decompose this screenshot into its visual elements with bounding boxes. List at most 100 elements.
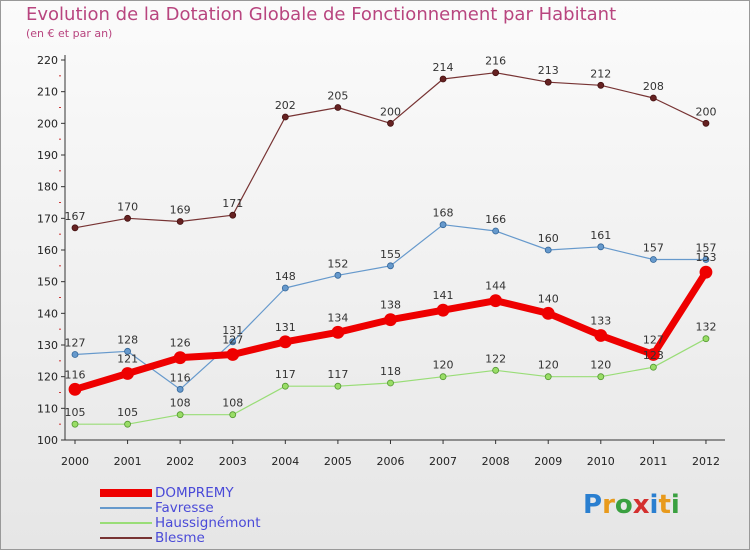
data-point: [702, 256, 710, 263]
data-point: [387, 262, 394, 270]
data-label: 171: [222, 197, 243, 210]
data-label: 134: [327, 311, 348, 324]
data-label: 155: [380, 248, 401, 261]
data-point: [492, 227, 500, 235]
data-label: 105: [117, 406, 138, 419]
data-label: 120: [590, 359, 611, 372]
x-tick-label: 2003: [219, 455, 247, 468]
data-point: [176, 385, 184, 393]
data-label: 214: [433, 61, 454, 74]
data-label: 118: [380, 365, 401, 378]
x-tick-label: 2008: [482, 455, 510, 468]
data-point: [334, 382, 342, 390]
data-point: [544, 78, 552, 86]
data-label: 166: [485, 213, 506, 226]
data-point: [597, 373, 605, 381]
data-point: [121, 367, 134, 380]
y-tick-label: 200: [37, 117, 58, 130]
data-point: [492, 69, 500, 77]
legend-swatch: [100, 488, 152, 497]
data-label: 131: [222, 324, 243, 337]
x-axis-ticks: 2000 2001 2002 2003 2004 2005 2006 2007 2008 2009…: [61, 440, 720, 468]
data-label: 120: [538, 359, 559, 372]
data-point: [334, 104, 342, 111]
data-point: [331, 325, 345, 339]
data-label: 205: [327, 90, 348, 103]
data-point: [544, 373, 552, 381]
proxiti-logo: Proxiti: [583, 490, 680, 520]
data-point: [439, 75, 447, 83]
data-point: [646, 348, 660, 361]
data-label: 153: [695, 251, 716, 264]
axes: [64, 55, 725, 441]
data-point: [173, 351, 187, 365]
data-label: 108: [222, 397, 243, 410]
data-point: [124, 214, 131, 222]
data-point: [124, 347, 131, 355]
legend-swatch: [100, 536, 152, 539]
y-tick-label: 170: [37, 212, 58, 225]
y-tick-label: 130: [37, 339, 58, 352]
data-label: 133: [590, 315, 611, 328]
y-tick-label: 180: [37, 181, 58, 194]
data-point: [124, 420, 131, 428]
data-label: 120: [433, 359, 454, 372]
logo-letter: t: [658, 490, 671, 520]
data-label: 117: [275, 368, 296, 381]
data-label: 202: [275, 99, 296, 112]
data-label: 127: [222, 334, 243, 347]
data-point: [649, 94, 657, 102]
data-point: [492, 366, 500, 374]
data-label: 168: [433, 207, 454, 220]
x-tick-label: 2006: [376, 455, 404, 468]
data-point: [439, 373, 447, 381]
logo-letter: r: [602, 490, 615, 520]
x-tick-label: 2000: [61, 455, 89, 468]
data-point: [384, 313, 397, 327]
x-tick-label: 2009: [534, 455, 562, 468]
legend-item-dompremy: DOMPREMY: [100, 485, 261, 501]
y-tick-label: 210: [37, 86, 58, 99]
x-tick-label: 2010: [587, 455, 615, 468]
data-point: [71, 351, 79, 358]
data-label: 123: [643, 349, 664, 362]
data-label: 108: [170, 397, 191, 410]
legend-swatch: [100, 521, 152, 524]
legend-label: Haussignémont: [155, 514, 261, 531]
x-tick-label: 2001: [114, 455, 142, 468]
y-tick-label: 120: [37, 371, 58, 384]
chart-title: Evolution de la Dotation Globale de Fonc…: [26, 4, 617, 25]
data-label: 167: [65, 210, 86, 223]
data-labels: 167 170 169 171 202 205 200 214 216 213 212 208 200 1…: [65, 55, 717, 419]
data-label: 157: [695, 242, 716, 255]
data-point: [544, 246, 552, 254]
data-label: 131: [275, 321, 296, 334]
y-tick-label: 100: [37, 434, 58, 447]
data-point: [226, 348, 240, 361]
chart-subtitle: (en € et par an): [26, 27, 113, 40]
data-point: [281, 284, 289, 292]
legend-item-haussignemont: Haussignémont: [100, 514, 261, 531]
data-label: 117: [327, 368, 348, 381]
data-point: [387, 379, 394, 387]
logo-letter: x: [632, 490, 650, 520]
x-tick-label: 2011: [639, 455, 667, 468]
data-point: [387, 119, 394, 127]
data-label: 212: [590, 67, 611, 80]
logo-letter: o: [614, 490, 633, 520]
legend-label: Favresse: [155, 499, 214, 516]
data-point: [702, 335, 710, 343]
data-point: [229, 411, 237, 419]
logo-letter: i: [670, 490, 680, 520]
data-point: [597, 81, 605, 89]
data-label: 140: [538, 292, 559, 305]
y-tick-label: 190: [37, 149, 58, 162]
data-point: [229, 338, 237, 346]
y-axis-ticks: 100 110 120 130 140 150 160 170 180 190 200 210 220: [37, 54, 65, 447]
data-label: 144: [485, 280, 506, 293]
data-point: [439, 221, 447, 229]
data-point: [702, 119, 710, 127]
y-tick-label: 160: [37, 244, 58, 257]
data-point: [281, 382, 289, 390]
data-label: 138: [380, 299, 401, 312]
